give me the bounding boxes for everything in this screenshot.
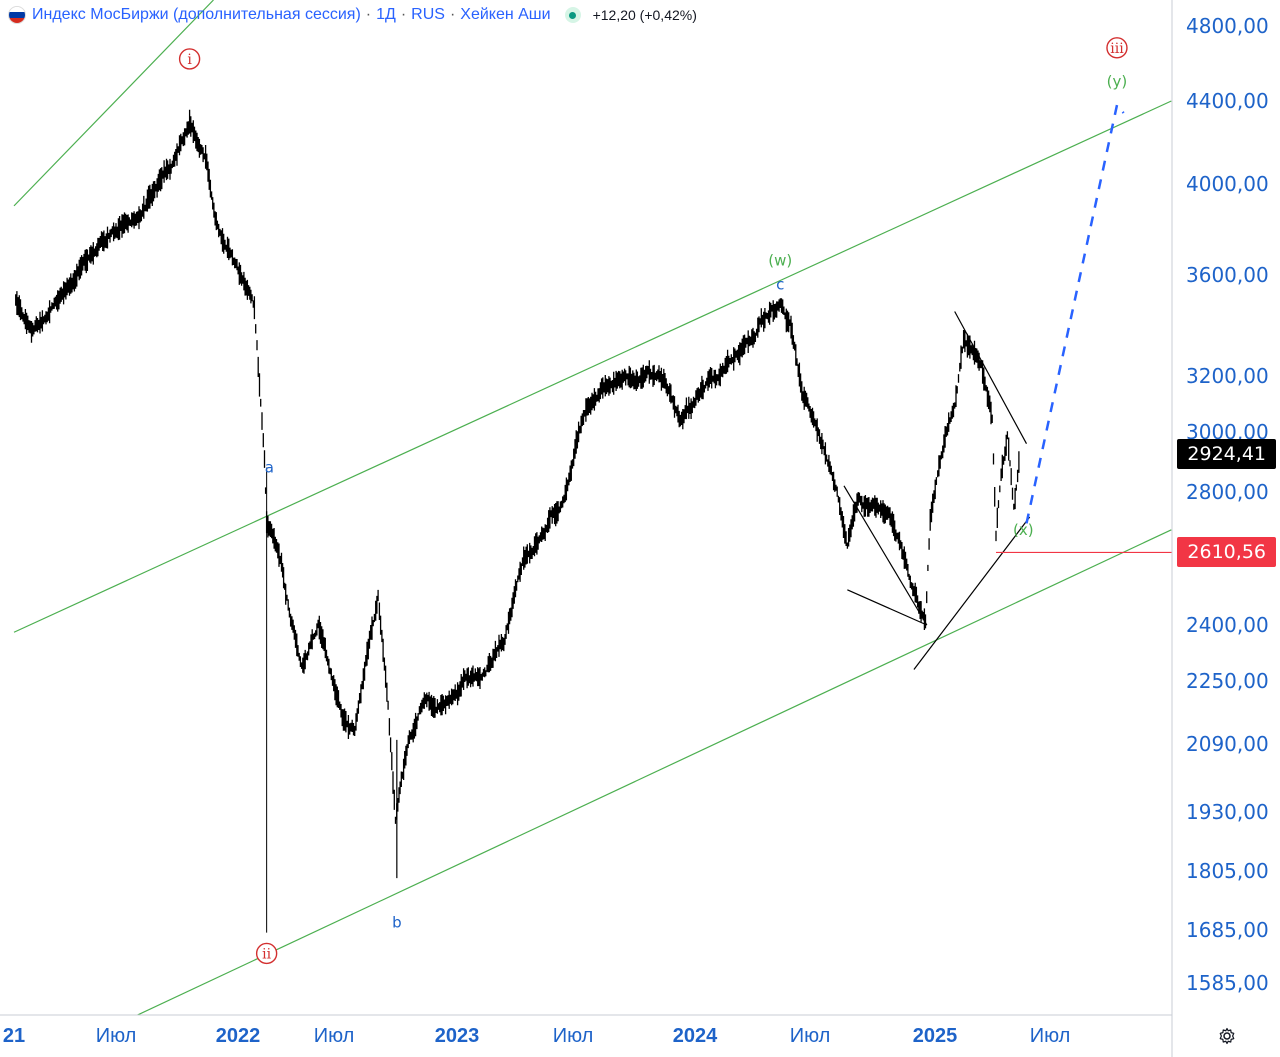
y-tick-label: 2400,00 — [1186, 613, 1269, 637]
header-separator: · — [400, 6, 407, 23]
wave-label: b — [392, 913, 402, 931]
trend-lines — [843, 311, 1031, 670]
wave-label: a — [265, 459, 274, 477]
wave-label-circle — [178, 48, 201, 70]
trend-line — [913, 516, 1031, 670]
wave-label: iii — [1110, 41, 1124, 57]
x-tick-label: Июл — [553, 1025, 594, 1047]
last-price-value: 2924,41 — [1187, 443, 1266, 466]
wave-label: ii — [262, 946, 271, 962]
last-price-badge: 2924,41 — [1177, 439, 1276, 470]
channel-line — [136, 529, 1172, 1015]
price-bars — [15, 109, 1020, 824]
y-tick-label: 3600,00 — [1186, 263, 1269, 287]
header-separator: · — [449, 6, 456, 23]
interval-label[interactable]: 1Д — [376, 6, 396, 23]
market-status-icon[interactable] — [564, 7, 581, 23]
header-separator: · — [365, 6, 372, 23]
support-price-value: 2610,56 — [1187, 541, 1266, 564]
y-tick-label: 4400,00 — [1186, 89, 1269, 113]
x-tick-label: Июл — [1030, 1025, 1071, 1047]
y-tick-label: 2090,00 — [1186, 732, 1269, 756]
wave-label: (y) — [1107, 73, 1128, 91]
projection-path — [1025, 102, 1125, 524]
x-tick-label: 2024 — [673, 1025, 718, 1047]
y-tick-label: 4800,00 — [1186, 14, 1269, 38]
price-change: +12,20 (+0,42%) — [592, 7, 697, 23]
x-tick-label: 2023 — [435, 1025, 480, 1047]
y-tick-label: 1685,00 — [1186, 918, 1269, 942]
wave-label: (x) — [1013, 521, 1034, 539]
y-tick-label: 1930,00 — [1186, 800, 1269, 824]
chart-style-label[interactable]: Хейкен Аши — [460, 6, 551, 23]
trend-line — [954, 311, 1028, 444]
wave-label: i — [187, 52, 192, 68]
x-tick-label: Июл — [790, 1025, 831, 1047]
channel-lines — [13, 0, 1172, 1015]
channel-line — [13, 0, 214, 207]
chart-header: Индекс МосБиржи (дополнительная сессия) … — [8, 4, 697, 26]
price-series — [15, 109, 1020, 933]
trend-line — [847, 589, 928, 626]
symbol-title[interactable]: Индекс МосБиржи (дополнительная сессия) — [32, 6, 361, 23]
wave-label: c — [776, 276, 784, 294]
wave-label-circle — [255, 942, 278, 965]
y-tick-label: 1585,00 — [1186, 971, 1269, 995]
y-tick-label: 3200,00 — [1186, 364, 1269, 388]
y-tick-label: 2800,00 — [1186, 480, 1269, 504]
projection — [1025, 102, 1125, 524]
x-tick-label: 2025 — [913, 1025, 958, 1047]
x-tick-label: Июл — [314, 1025, 355, 1047]
x-tick-label: 2022 — [216, 1025, 261, 1047]
x-tick-label: Июл — [96, 1025, 137, 1047]
russia-flag-icon — [8, 6, 26, 24]
trend-line — [843, 485, 928, 626]
wave-label-circle — [1106, 37, 1128, 59]
channel-line — [13, 100, 1172, 633]
gear-icon[interactable] — [1218, 1027, 1236, 1045]
wave-label: (w) — [768, 252, 792, 270]
support-price-badge: 2610,56 — [1177, 537, 1276, 568]
x-tick-label: 21 — [3, 1025, 25, 1047]
y-tick-label: 1805,00 — [1186, 859, 1269, 883]
exchange-label: RUS — [411, 6, 445, 23]
y-tick-label: 2250,00 — [1186, 669, 1269, 693]
y-tick-label: 4000,00 — [1186, 172, 1269, 196]
